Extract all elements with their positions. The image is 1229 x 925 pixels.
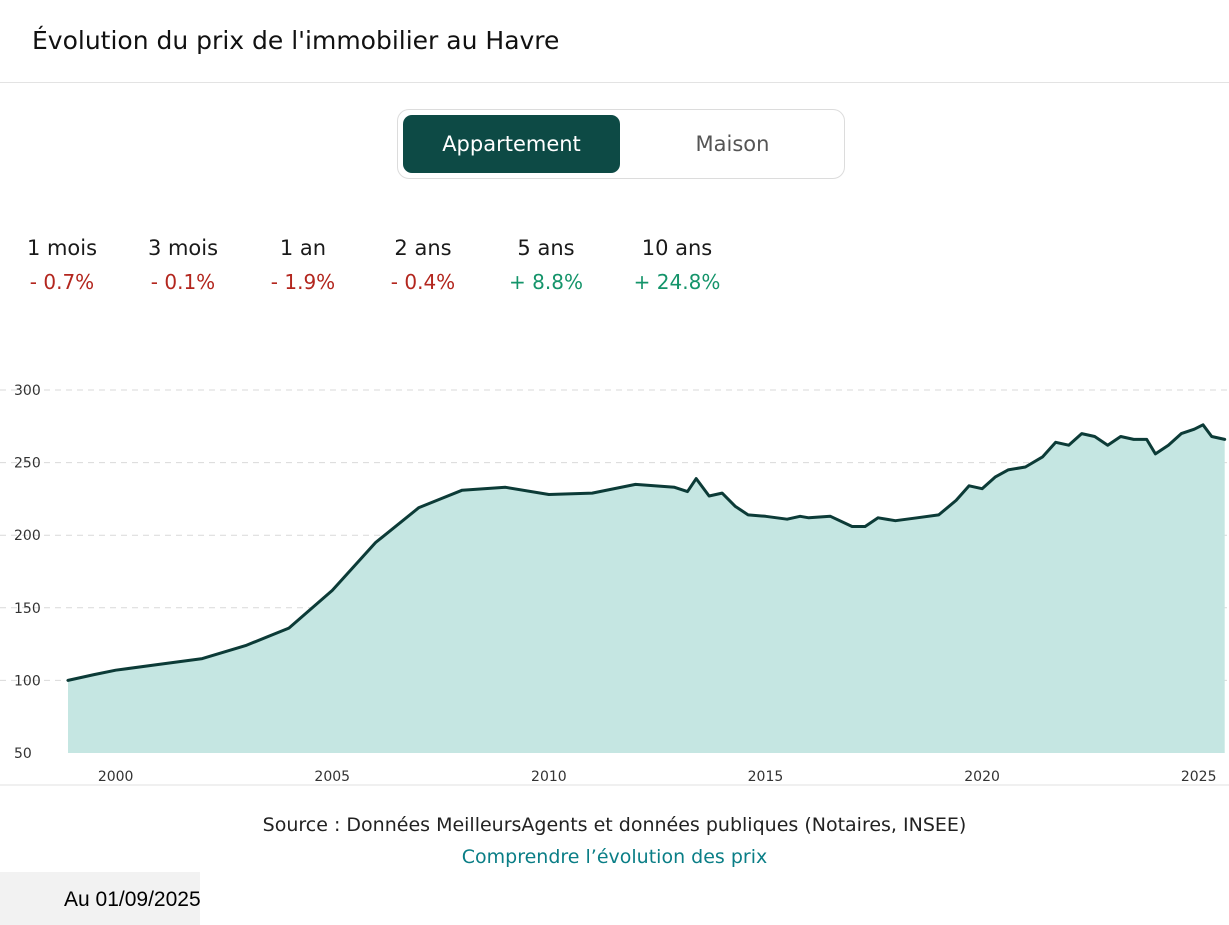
price-line bbox=[66, 423, 1227, 682]
stat-2-years: 2 ans - 0.4% bbox=[378, 236, 468, 294]
stat-value: - 1.9% bbox=[270, 270, 336, 294]
stat-label: 3 mois bbox=[147, 236, 219, 260]
appartement-button[interactable]: Appartement bbox=[403, 115, 620, 173]
understand-prices-link[interactable]: Comprendre l’évolution des prix bbox=[461, 846, 768, 868]
y-tick-label: 150 bbox=[14, 601, 41, 617]
stat-value: + 24.8% bbox=[633, 270, 721, 294]
x-tick-label: 2025 bbox=[1181, 769, 1217, 785]
stat-3-months: 3 mois - 0.1% bbox=[138, 236, 228, 294]
stat-value: - 0.1% bbox=[150, 270, 216, 294]
y-tick-label: 100 bbox=[14, 673, 41, 689]
stat-10-years: 10 ans + 24.8% bbox=[622, 236, 732, 294]
x-tick-label: 2015 bbox=[748, 769, 784, 785]
stat-label: 1 an bbox=[279, 236, 327, 260]
y-tick-label: 300 bbox=[14, 383, 41, 399]
source-text: Source : Données MeilleursAgents et donn… bbox=[262, 814, 967, 836]
stat-1-year: 1 an - 1.9% bbox=[260, 236, 346, 294]
stat-value: - 0.4% bbox=[390, 270, 456, 294]
price-chart: 50 100 150 200 250 300 2000 2005 2010 2015 2020 202… bbox=[0, 383, 1229, 786]
x-tick-label: 2020 bbox=[964, 769, 1000, 785]
y-tick-label: 50 bbox=[14, 746, 32, 762]
x-tick-label: 2000 bbox=[98, 769, 134, 785]
y-tick-label: 250 bbox=[14, 456, 41, 472]
stat-value: - 0.7% bbox=[29, 270, 95, 294]
price-evolution-card: Évolution du prix de l'immobilier au Hav… bbox=[0, 26, 1229, 868]
stat-value: + 8.8% bbox=[509, 270, 583, 294]
header-divider bbox=[0, 82, 1229, 83]
y-tick-label: 200 bbox=[14, 528, 41, 544]
stat-label: 10 ans bbox=[641, 236, 713, 260]
stat-label: 2 ans bbox=[394, 236, 452, 260]
x-tick-label: 2010 bbox=[531, 769, 567, 785]
stat-1-month: 1 mois - 0.7% bbox=[22, 236, 102, 294]
stat-label: 1 mois bbox=[26, 236, 98, 260]
date-label: Au 01/09/2025 bbox=[64, 888, 201, 911]
maison-button[interactable]: Maison bbox=[695, 132, 770, 156]
page-title: Évolution du prix de l'immobilier au Hav… bbox=[32, 26, 560, 55]
property-type-toggle: Appartement Maison bbox=[397, 109, 845, 179]
stat-label: 5 ans bbox=[517, 236, 575, 260]
x-tick-label: 2005 bbox=[314, 769, 350, 785]
date-backdrop bbox=[0, 872, 200, 925]
stat-5-years: 5 ans + 8.8% bbox=[498, 236, 594, 294]
chart-container: 50 100 150 200 250 300 2000 2005 2010 2015 2020 202… bbox=[0, 370, 1229, 794]
price-area bbox=[68, 424, 1225, 753]
